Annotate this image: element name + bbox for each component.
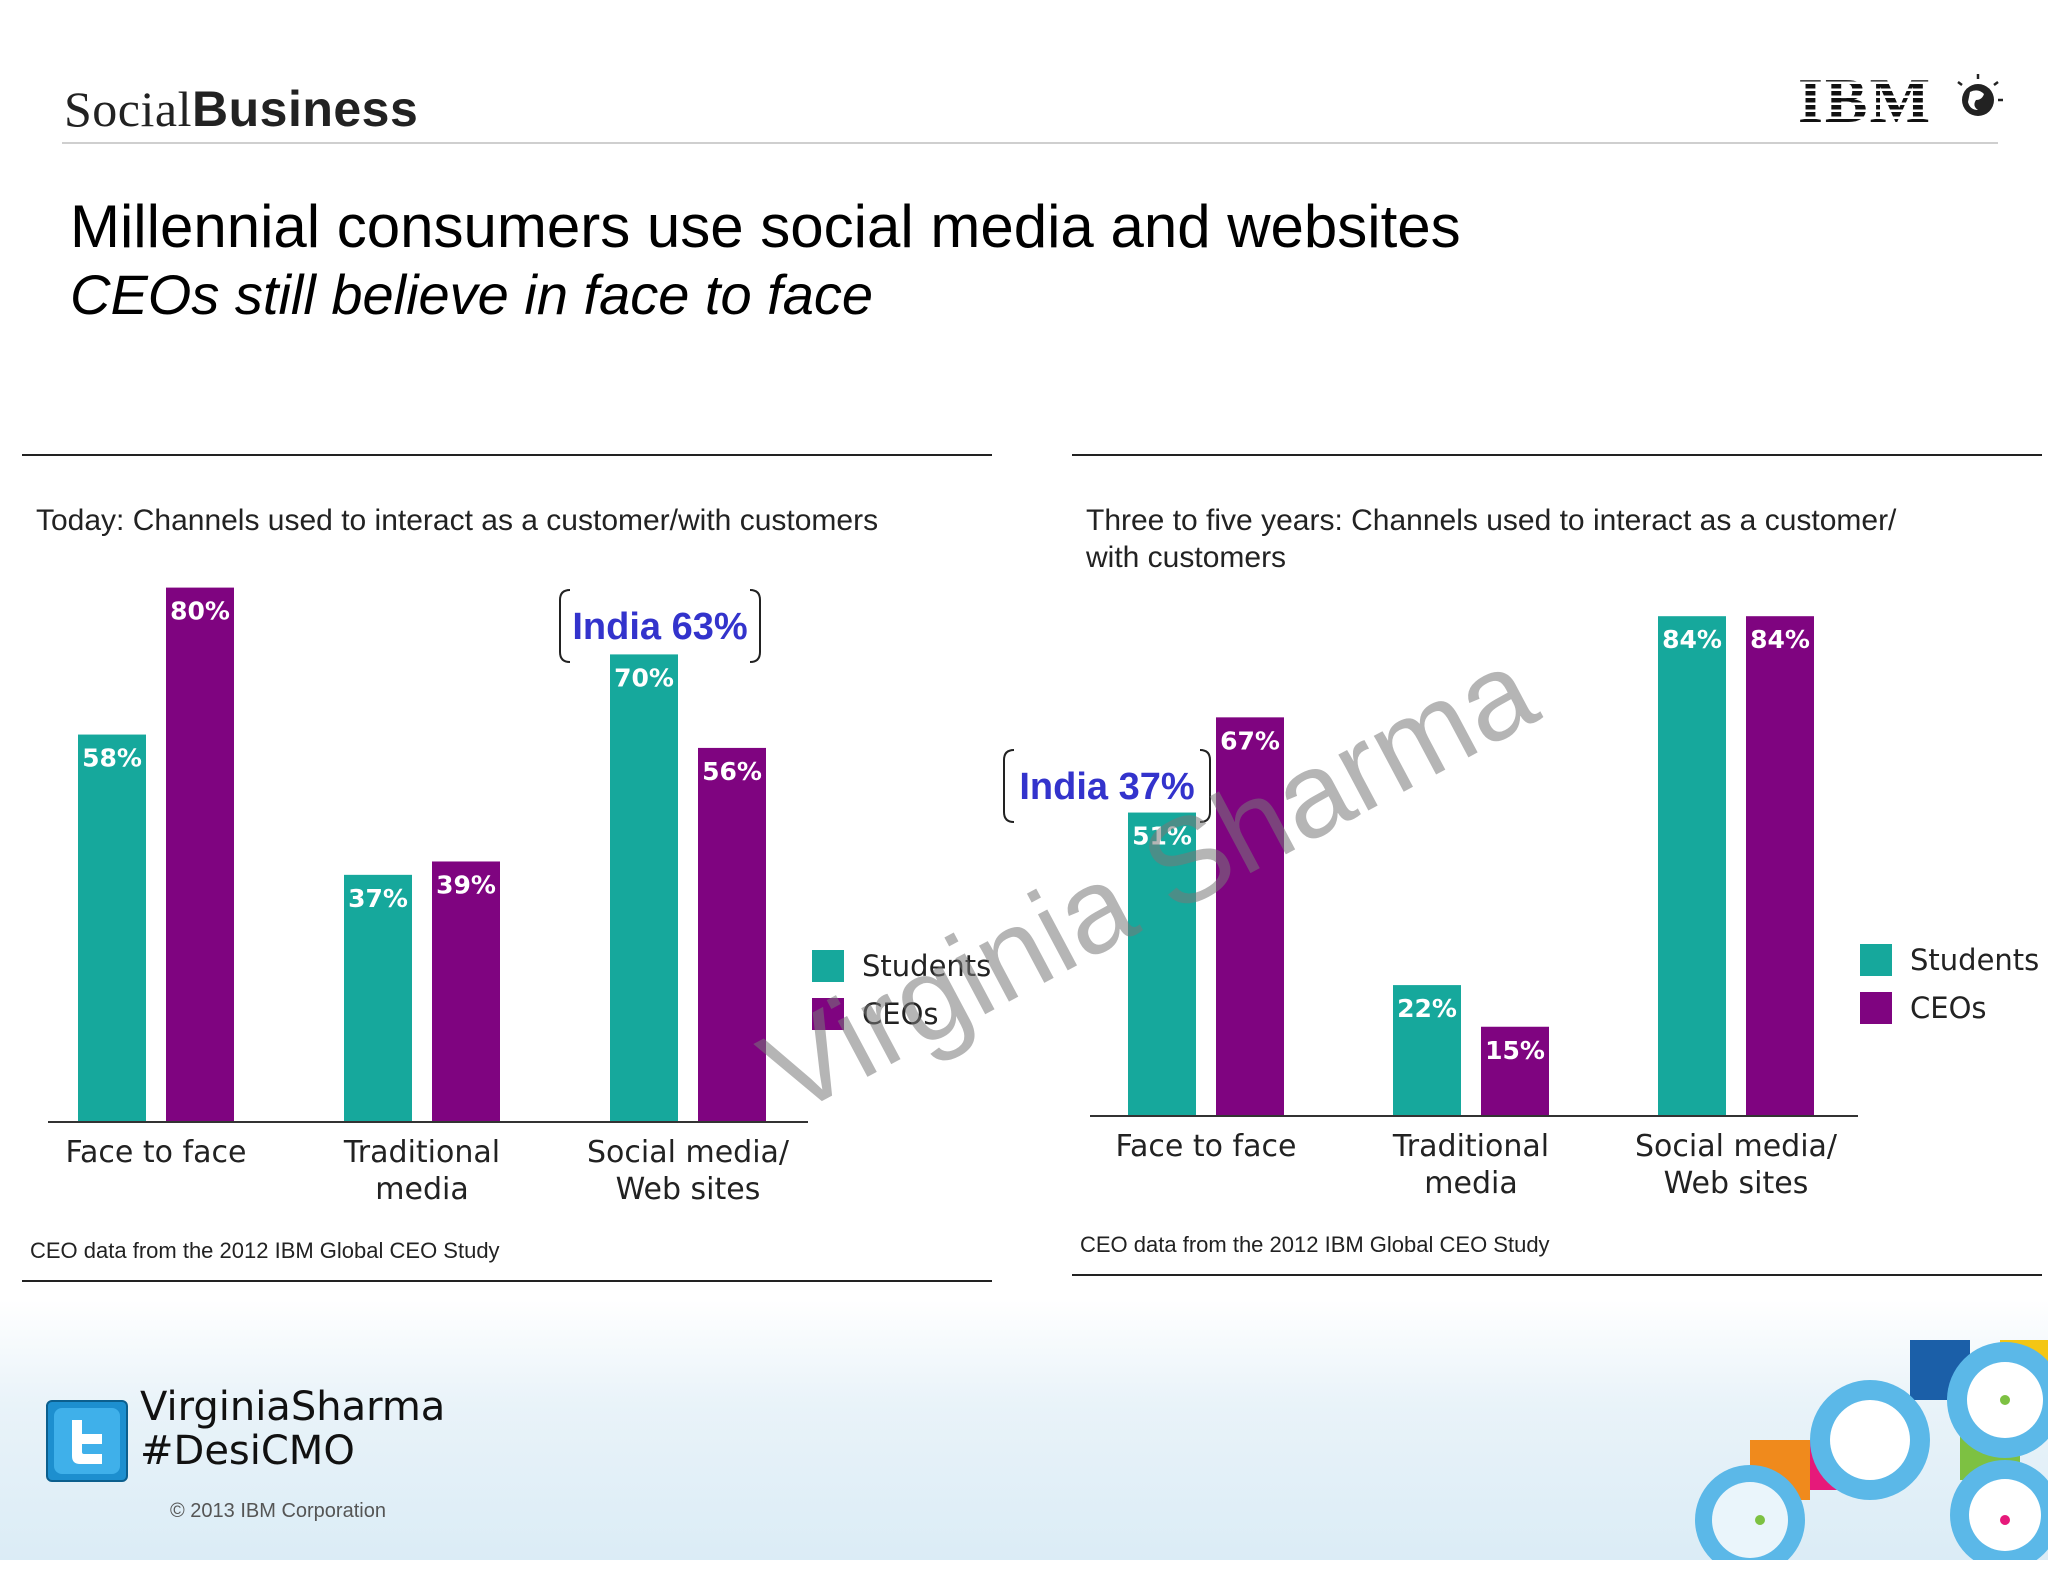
callout-bracket-right [749,589,761,663]
category-label: Traditional [1392,1129,1549,1164]
category-label: media [1424,1166,1517,1201]
bar-students-0 [78,734,146,1122]
bar-value-label: 39% [436,870,496,899]
category-label: Face to face [1116,1129,1297,1164]
brand-bold: Business [191,81,419,137]
right-panel-top-rule [1072,454,2042,456]
bar-students-1 [1393,985,1461,1116]
left-panel-bottom-rule [22,1280,992,1282]
legend-label: CEOs [1910,991,1987,1025]
legend-label: CEOs [862,997,939,1031]
twitter-handle: VirginiaSharma [140,1384,446,1430]
bar-students-2 [1658,616,1726,1116]
left-panel-top-rule [22,454,992,456]
bar-students-1 [344,874,412,1122]
legend-swatch-students [812,950,844,982]
category-label: Social media/ [587,1135,790,1170]
category-label: Social media/ [1635,1129,1838,1164]
category-label: Face to face [66,1135,247,1170]
right-chart-source: CEO data from the 2012 IBM Global CEO St… [1080,1232,1550,1257]
bar-value-label: 51% [1132,822,1192,851]
category-label: Traditional [343,1135,500,1170]
bar-ceos-2 [1746,616,1814,1116]
callout-bracket-left [1003,749,1015,823]
bar-value-label: 80% [170,597,230,626]
svg-text:IBM: IBM [1798,70,1932,130]
brand-light: Social [64,81,192,137]
right-chart-title-line-1: Three to five years: Channels used to in… [1086,504,1897,537]
bar-value-label: 22% [1397,994,1457,1023]
brand-wordmark: SocialBusiness [64,80,418,138]
bar-value-label: 67% [1220,726,1280,755]
bar-value-label: 84% [1662,625,1722,654]
legend-label: Students [862,949,991,983]
twitter-hashtag: #DesiCMO [140,1428,355,1474]
legend-swatch-students [1860,944,1892,976]
footer-bottom-strip [0,1560,2048,1582]
right-panel-bottom-rule [1072,1274,2042,1276]
left-chart-source: CEO data from the 2012 IBM Global CEO St… [30,1238,500,1263]
bar-value-label: 37% [348,884,408,913]
legend-swatch-ceos [1860,992,1892,1024]
right-chart-title: Three to five years: Channels used to in… [1086,502,1896,576]
ibm-logo: IBM [1798,70,2003,130]
legend-label: Students [1910,943,2039,977]
decorative-circles-graphic [1695,1340,2048,1560]
copyright-notice: © 2013 IBM Corporation [170,1500,386,1522]
bar-students-0 [1128,812,1196,1116]
callout-bracket-left [559,589,571,663]
bar-students-2 [610,654,678,1122]
india-callout: India 63% [572,606,747,648]
india-callout: India 37% [1019,766,1194,808]
header-divider [62,142,1998,144]
legend-swatch-ceos [812,998,844,1030]
bar-value-label: 70% [614,663,674,692]
bar-value-label: 15% [1485,1036,1545,1065]
callout-bracket-right [1199,749,1211,823]
bar-value-label: 84% [1750,625,1810,654]
category-label: Web sites [1664,1166,1809,1201]
right-chart-title-line-2: with customers [1086,541,1287,574]
slide-title: Millennial consumers use social media an… [70,193,1461,260]
category-label: Web sites [616,1172,761,1207]
slide-subtitle: CEOs still believe in face to face [70,263,874,326]
bar-ceos-1 [1481,1026,1549,1116]
bar-value-label: 56% [702,757,762,786]
bar-value-label: 58% [82,744,142,773]
bar-ceos-1 [432,861,500,1122]
twitter-bird-icon [46,1400,128,1482]
bar-ceos-2 [698,747,766,1122]
category-label: media [375,1172,468,1207]
left-chart-title: Today: Channels used to interact as a cu… [36,504,879,537]
bar-ceos-0 [166,587,234,1122]
bar-ceos-0 [1216,717,1284,1116]
